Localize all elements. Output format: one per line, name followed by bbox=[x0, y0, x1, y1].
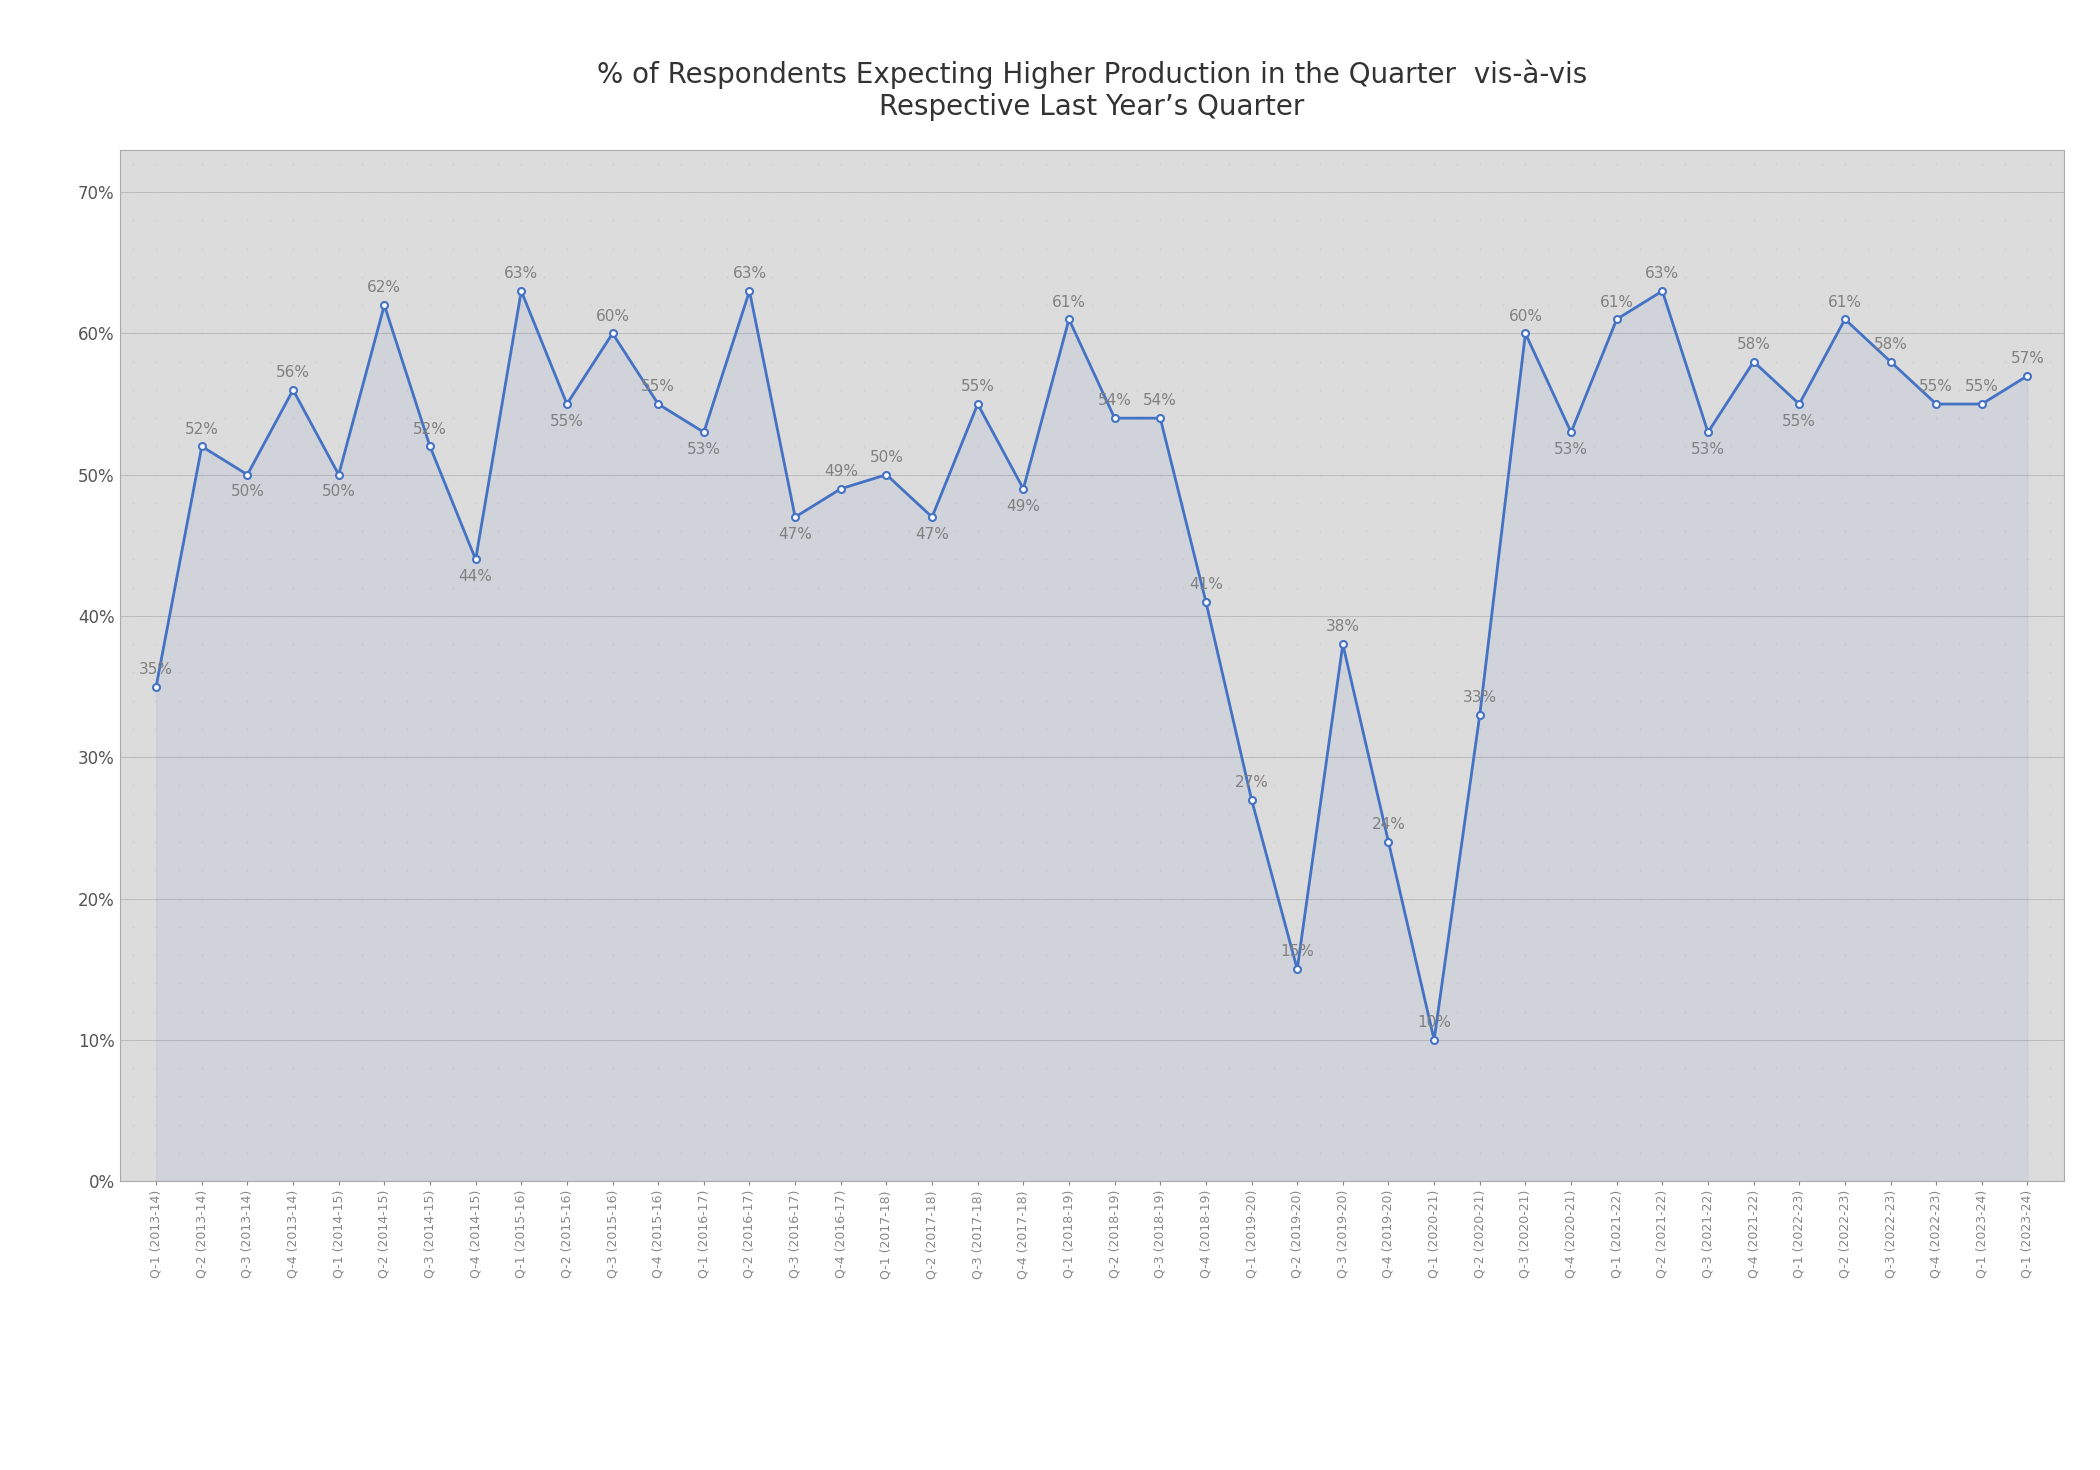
Text: 60%: 60% bbox=[596, 309, 630, 323]
Text: 27%: 27% bbox=[1235, 775, 1268, 789]
Text: 49%: 49% bbox=[1006, 498, 1040, 513]
Text: 47%: 47% bbox=[916, 526, 949, 542]
Text: 38%: 38% bbox=[1325, 619, 1361, 635]
Text: 53%: 53% bbox=[687, 442, 720, 457]
Text: 55%: 55% bbox=[1919, 379, 1953, 394]
Text: 10%: 10% bbox=[1418, 1016, 1451, 1030]
Text: 55%: 55% bbox=[962, 379, 995, 394]
Text: 61%: 61% bbox=[1052, 294, 1086, 310]
Text: 55%: 55% bbox=[1966, 379, 1999, 394]
Text: 47%: 47% bbox=[779, 526, 813, 542]
Text: 53%: 53% bbox=[1690, 442, 1724, 457]
Text: 49%: 49% bbox=[823, 465, 857, 479]
Text: 50%: 50% bbox=[321, 485, 355, 500]
Text: 58%: 58% bbox=[1873, 337, 1907, 351]
Text: 33%: 33% bbox=[1464, 689, 1497, 706]
Text: 50%: 50% bbox=[869, 450, 903, 465]
Text: 55%: 55% bbox=[640, 379, 674, 394]
Text: 24%: 24% bbox=[1371, 817, 1405, 832]
Text: 63%: 63% bbox=[504, 266, 538, 281]
Text: 63%: 63% bbox=[1644, 266, 1680, 281]
Text: 35%: 35% bbox=[139, 662, 172, 676]
Text: 61%: 61% bbox=[1600, 294, 1634, 310]
Text: 61%: 61% bbox=[1827, 294, 1863, 310]
Text: 63%: 63% bbox=[733, 266, 766, 281]
Text: 58%: 58% bbox=[1737, 337, 1770, 351]
Text: 56%: 56% bbox=[275, 365, 311, 381]
Text: 55%: 55% bbox=[1783, 413, 1816, 429]
Text: 15%: 15% bbox=[1281, 944, 1315, 960]
Text: 57%: 57% bbox=[2010, 351, 2045, 366]
Text: 55%: 55% bbox=[550, 413, 584, 429]
Text: 41%: 41% bbox=[1189, 578, 1222, 592]
Text: 52%: 52% bbox=[414, 422, 447, 437]
Text: 62%: 62% bbox=[368, 281, 401, 295]
Text: 50%: 50% bbox=[231, 485, 265, 500]
Text: 60%: 60% bbox=[1508, 309, 1541, 323]
Text: 54%: 54% bbox=[1098, 394, 1132, 409]
Text: 53%: 53% bbox=[1554, 442, 1588, 457]
Text: 54%: 54% bbox=[1142, 394, 1178, 409]
Title: % of Respondents Expecting Higher Production in the Quarter  vis-à-vis
Respectiv: % of Respondents Expecting Higher Produc… bbox=[596, 59, 1588, 121]
Text: 44%: 44% bbox=[458, 569, 494, 584]
Text: 52%: 52% bbox=[185, 422, 218, 437]
